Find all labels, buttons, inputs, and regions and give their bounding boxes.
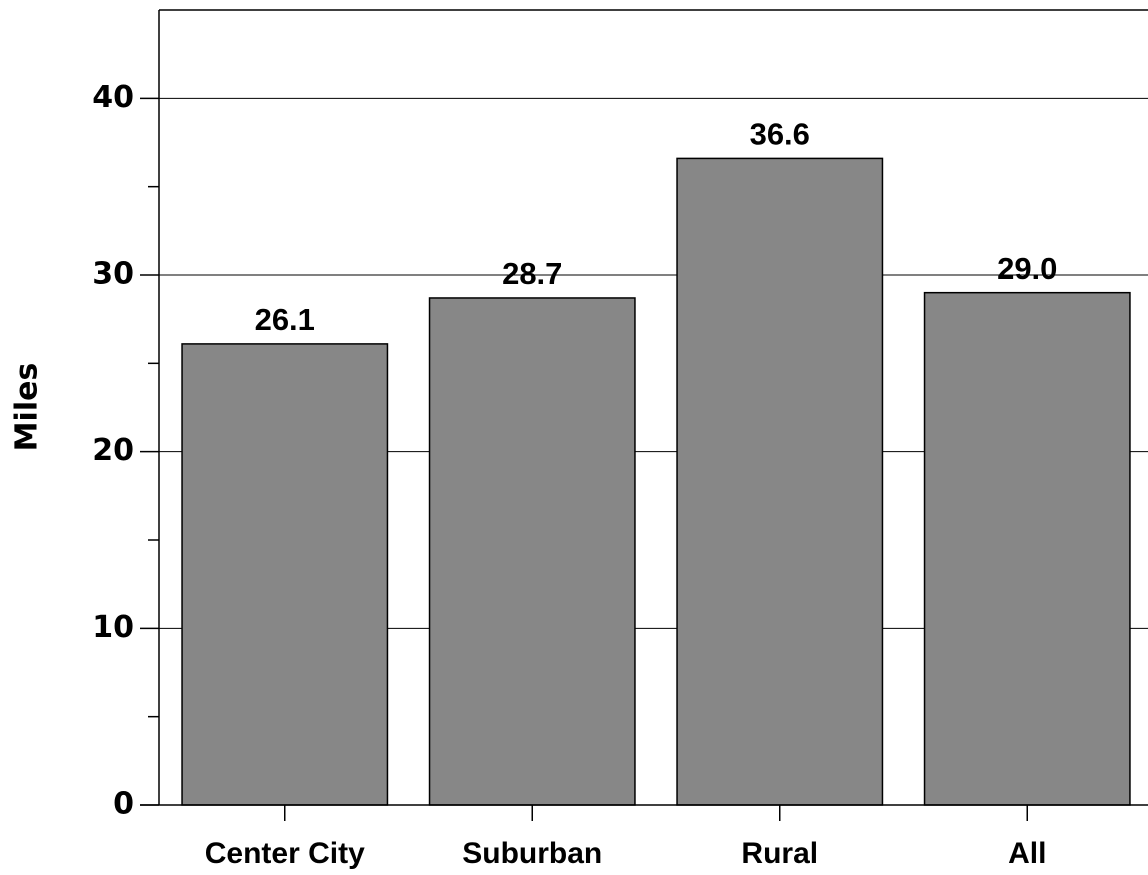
bar — [676, 157, 884, 806]
bar — [181, 343, 389, 806]
y-axis-label: Miles — [10, 363, 45, 452]
x-tick-label: Suburban — [462, 837, 602, 870]
y-tick-label: 0 — [113, 787, 134, 822]
value-label: 26.1 — [255, 302, 315, 337]
y-tick-label: 40 — [92, 80, 134, 115]
x-tick-label: Rural — [741, 837, 818, 870]
x-tick-label: Center City — [205, 837, 365, 870]
value-label: 36.6 — [750, 117, 810, 152]
y-tick-label: 30 — [92, 257, 134, 292]
bar — [428, 297, 636, 806]
value-label: 28.7 — [502, 256, 562, 291]
y-tick-label: 10 — [92, 610, 134, 645]
bar — [923, 291, 1131, 806]
value-label: 29.0 — [997, 251, 1057, 286]
x-tick-label: All — [1008, 837, 1046, 870]
y-tick-label: 20 — [92, 433, 134, 468]
